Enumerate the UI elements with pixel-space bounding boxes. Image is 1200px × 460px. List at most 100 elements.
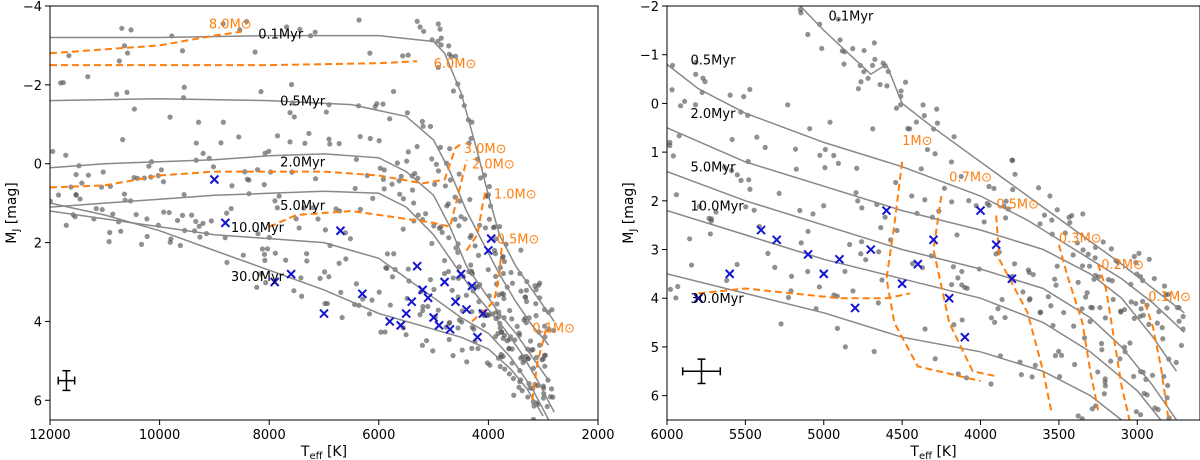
error-bar: [57, 369, 76, 392]
star-point: [435, 168, 442, 174]
star-point: [450, 88, 457, 94]
star-point: [995, 306, 1001, 312]
x-tick-label: 3500: [1042, 428, 1075, 443]
isochrone-0-5Myr: [50, 97, 550, 346]
star-point: [1085, 251, 1091, 257]
star-point: [155, 173, 161, 179]
star-point: [384, 251, 391, 257]
star-point: [420, 307, 426, 314]
star-point: [1164, 305, 1170, 311]
star-point: [922, 326, 928, 332]
star-point: [262, 150, 268, 156]
star-point: [1159, 325, 1165, 331]
star-point: [462, 216, 468, 222]
star-point: [879, 277, 885, 283]
x-tick-label: 8000: [253, 428, 286, 443]
y-tick-label: 6: [34, 394, 42, 409]
star-point: [667, 139, 673, 146]
member-cross: [975, 205, 986, 216]
mass-track-label: 0.2M⊙: [1101, 258, 1144, 273]
star-point: [898, 88, 904, 94]
star-point: [468, 135, 474, 142]
star-point: [1130, 373, 1137, 380]
star-point: [210, 164, 217, 170]
star-point: [283, 24, 290, 30]
star-point: [523, 353, 529, 359]
mass-track-label: 0.3M⊙: [1059, 231, 1102, 246]
star-point: [124, 89, 130, 95]
star-point: [110, 211, 116, 217]
star-point: [321, 269, 328, 275]
star-point: [304, 258, 310, 264]
star-point: [959, 282, 965, 288]
isochrone-label: 10.0Myr: [691, 200, 745, 215]
star-point: [902, 79, 909, 85]
star-point: [138, 241, 145, 247]
isochrone-label: 0.1Myr: [828, 10, 874, 25]
star-point: [146, 163, 152, 169]
star-point: [1052, 276, 1058, 282]
mass-track: [50, 143, 462, 189]
star-point: [441, 270, 448, 277]
star-point: [842, 344, 848, 350]
star-point: [1149, 372, 1156, 378]
star-point: [1081, 335, 1088, 341]
star-point: [850, 288, 856, 294]
star-point: [1062, 230, 1068, 236]
star-point: [676, 133, 682, 139]
star-point: [1003, 215, 1009, 221]
star-point: [523, 298, 530, 305]
star-point: [262, 257, 268, 263]
left-y-axis-label: MJ [mag]: [4, 182, 22, 244]
star-point: [548, 386, 555, 392]
member-cross: [486, 233, 496, 244]
star-point: [1180, 313, 1186, 320]
star-point: [447, 146, 453, 152]
star-point: [1095, 369, 1101, 375]
isochrone-label: 0.1Myr: [258, 28, 304, 43]
star-point: [121, 191, 128, 197]
star-point: [432, 181, 438, 187]
member-cross: [472, 332, 483, 342]
star-point: [1100, 239, 1106, 245]
star-point: [877, 81, 883, 88]
star-point: [858, 79, 864, 85]
star-point: [772, 264, 778, 270]
member-cross: [439, 277, 450, 287]
star-point: [494, 301, 500, 307]
star-point: [492, 251, 499, 257]
star-point: [357, 206, 364, 212]
member-cross: [417, 285, 428, 295]
star-point: [1108, 246, 1114, 252]
mass-track: [50, 30, 242, 55]
star-point: [420, 303, 426, 310]
star-point: [179, 212, 186, 218]
star-point: [721, 164, 728, 170]
member-cross: [834, 254, 845, 264]
star-point: [819, 45, 825, 52]
star-point: [788, 273, 795, 279]
star-point: [1117, 356, 1123, 362]
star-point: [357, 133, 363, 140]
star-point: [506, 371, 512, 377]
star-point: [404, 110, 410, 116]
star-point: [855, 198, 861, 204]
star-point: [447, 177, 454, 183]
star-point: [533, 301, 539, 307]
star-point: [174, 217, 181, 224]
star-point: [1163, 292, 1169, 298]
member-cross: [850, 303, 860, 313]
star-point: [1118, 309, 1124, 315]
star-point: [208, 218, 214, 224]
mass-track-label: 3.0M⊙: [464, 142, 507, 157]
star-point: [1165, 382, 1171, 389]
star-point: [1161, 283, 1168, 289]
y-tick-label: −4: [23, 0, 42, 15]
star-point: [870, 126, 876, 132]
star-point: [353, 156, 359, 163]
star-point: [114, 91, 120, 97]
star-point: [79, 180, 85, 186]
star-point: [1056, 348, 1062, 354]
star-point: [1099, 347, 1105, 353]
star-point: [435, 307, 441, 313]
